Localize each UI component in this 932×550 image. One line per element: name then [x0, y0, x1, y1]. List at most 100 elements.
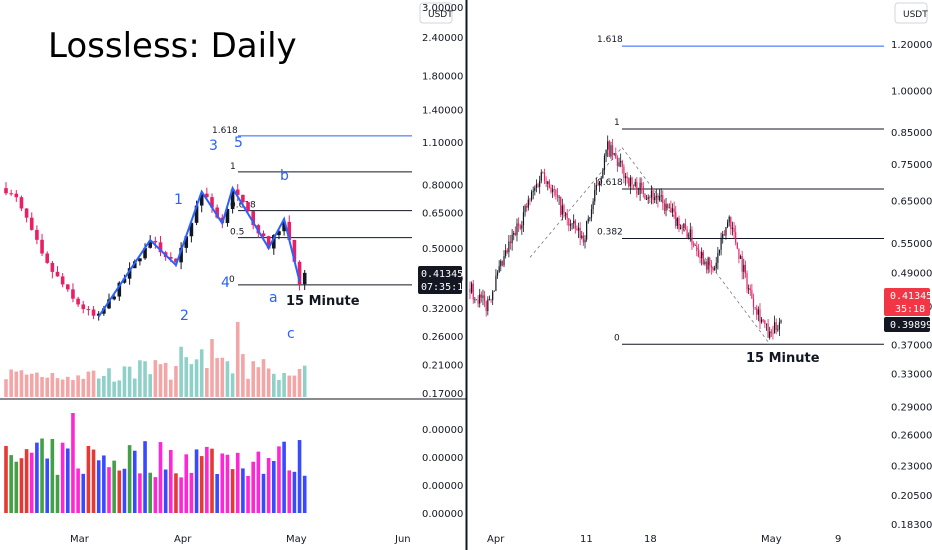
minute-price-axis[interactable]: USDT 1.20000 1.00000 0.85000 0.75000 0.65000…: [884, 2, 932, 531]
minute-candle-body: [780, 320, 782, 323]
minute-candle-body: [552, 189, 554, 193]
indicator-bar: [55, 474, 60, 513]
minute-y-tick: 0.37000: [891, 340, 932, 351]
minute-candle-body: [527, 199, 529, 208]
minute-candle-body: [663, 203, 665, 211]
indicator-bar: [60, 442, 65, 513]
minute-candle-body: [710, 265, 712, 268]
minute-fib-label: 1.618: [597, 35, 623, 45]
minute-y-tick: 0.85000: [891, 128, 932, 139]
indicator-y-tick: 0.00000: [422, 453, 463, 464]
minute-candle-body: [589, 217, 591, 219]
minute-candle-body: [563, 205, 565, 214]
indicator-bar: [174, 473, 178, 513]
daily-volume-bar: [55, 378, 60, 397]
daily-candle-body: [277, 231, 281, 236]
daily-candle-body: [266, 236, 271, 249]
daily-y-tick: 0.32000: [422, 304, 463, 315]
minute-candle-body: [545, 181, 547, 184]
daily-volume-bar: [297, 369, 302, 397]
indicator-y-tick: 0.00000: [422, 481, 463, 492]
indicator-bar: [138, 473, 142, 513]
daily-candle-body: [302, 272, 307, 285]
daily-candle-body: [169, 256, 173, 259]
daily-candle-body: [127, 268, 132, 279]
daily-volume-bar: [235, 322, 240, 397]
minute-candle-body: [534, 187, 536, 191]
minute-candle-body: [773, 322, 776, 334]
indicator-bar: [287, 470, 292, 513]
daily-candle-body: [50, 262, 55, 272]
daily-x-tick: Mar: [70, 534, 90, 545]
minute-candle-body: [573, 220, 575, 224]
minute-candle-body: [739, 256, 742, 259]
minute-candle-body: [586, 221, 588, 240]
indicator-bar: [96, 460, 101, 513]
minute-candle-body: [723, 234, 725, 236]
minute-fib-label: 1: [614, 118, 620, 128]
daily-candle-body: [76, 298, 80, 305]
daily-candle-body: [210, 197, 214, 208]
daily-volume-bar: [91, 370, 96, 397]
indicator-bar: [225, 454, 230, 513]
minute-candle-body: [764, 320, 766, 324]
daily-volume-bar: [86, 371, 91, 397]
indicator-bar: [29, 452, 34, 513]
daily-volume-bar: [241, 354, 245, 397]
indicator-y-ticks: 0.00000 0.00000 0.00000 0.00000: [422, 425, 463, 520]
indicator-bar: [24, 449, 29, 513]
indicator-bar: [122, 468, 127, 513]
minute-candle-body: [623, 166, 625, 178]
minute-chart-panel[interactable]: 1.618 1 0.618 0.382 0 15 Minute: [469, 35, 884, 366]
minute-candle-body: [741, 256, 743, 272]
minute-candle-body: [697, 251, 700, 257]
minute-candle-body: [530, 192, 533, 200]
daily-price-axis[interactable]: USDT 3.00000 2.40000 1.80000 1.40000 1.10000…: [418, 2, 469, 520]
daily-candle-body: [282, 221, 286, 232]
daily-y-tick: 1.10000: [422, 138, 463, 149]
daily-volume-bar: [102, 375, 106, 397]
minute-candle-body: [547, 181, 549, 184]
daily-currency-box[interactable]: [419, 2, 453, 24]
minute-candle-body: [524, 205, 526, 213]
minute-candle-body: [595, 184, 597, 191]
daily-y-tick: 0.65000: [422, 209, 463, 220]
daily-candle-body: [199, 193, 204, 206]
daily-volume-bar: [96, 378, 101, 397]
daily-volume-bar: [302, 365, 307, 397]
minute-candle-body: [658, 196, 661, 200]
daily-volume-bar: [153, 360, 158, 397]
minute-candle-body: [513, 232, 515, 235]
daily-candle-body: [9, 193, 13, 195]
indicator-bar: [4, 445, 8, 513]
daily-candle-body: [4, 188, 8, 194]
daily-volume-bar: [256, 367, 261, 397]
minute-candle-body: [709, 257, 711, 266]
daily-volume-bar: [143, 361, 147, 397]
daily-volume-bar: [71, 380, 75, 397]
daily-candle-body: [117, 282, 122, 297]
minute-currency-box[interactable]: [894, 2, 928, 24]
minute-candle-body: [667, 203, 669, 208]
minute-candle-body: [503, 255, 505, 266]
daily-candle-body: [261, 233, 266, 237]
minute-candle-body: [683, 223, 685, 229]
minute-candle-body: [576, 228, 578, 231]
daily-volume-bar: [148, 374, 152, 397]
daily-candle-body: [138, 258, 142, 262]
minute-candle-body: [516, 223, 518, 235]
minute-y-tick: 0.49000: [891, 269, 932, 280]
daily-volume-bar: [112, 381, 116, 397]
minute-candle-body: [629, 177, 631, 187]
minute-candle-body: [479, 294, 481, 304]
daily-last-price: 0.41345: [421, 269, 463, 280]
daily-candle-body: [14, 193, 19, 198]
minute-candle-body: [475, 299, 478, 301]
minute-candle-body: [647, 197, 649, 199]
minute-candle-body: [728, 216, 730, 223]
minute-candle-body: [662, 195, 664, 204]
minute-candle-body: [537, 184, 539, 187]
minute-candle-body: [498, 266, 500, 273]
minute-candle-body: [532, 190, 534, 193]
